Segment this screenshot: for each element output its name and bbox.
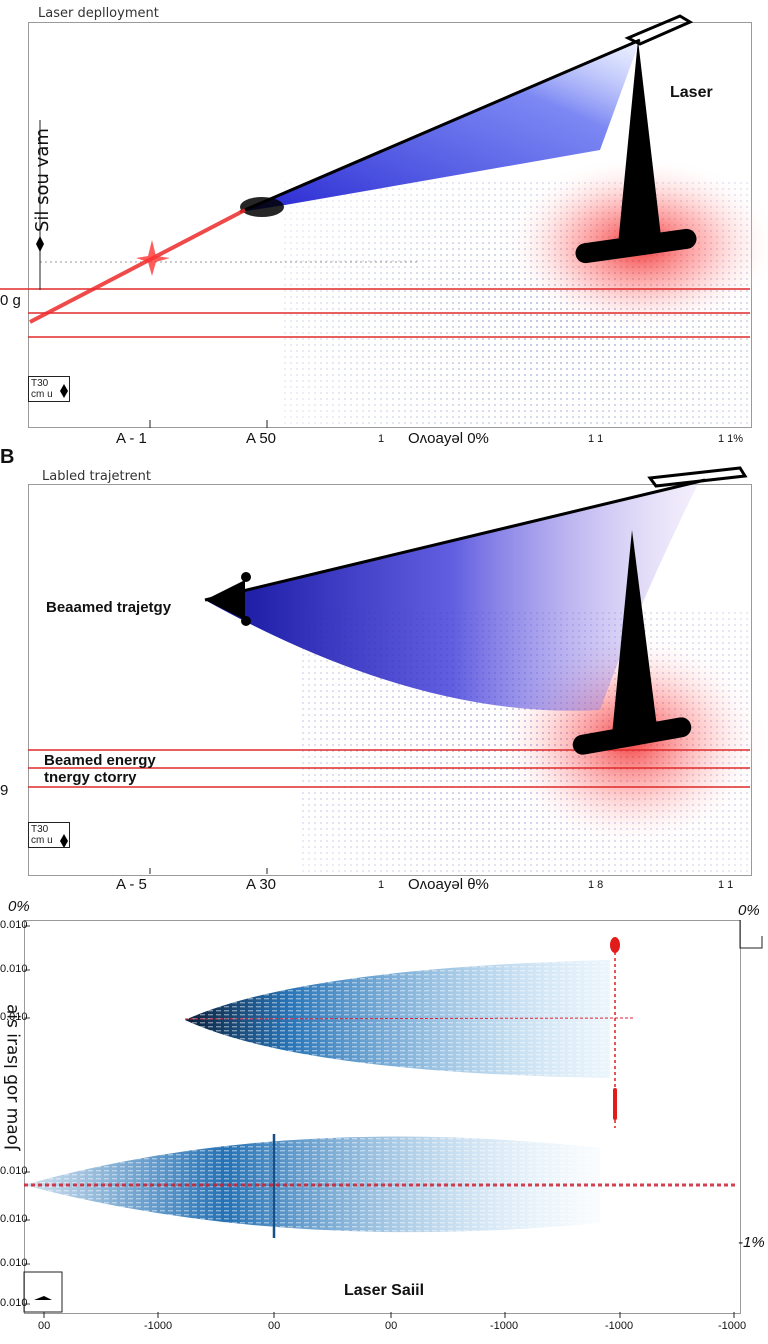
panel-c-xtick-label: -1000 bbox=[605, 1320, 634, 1332]
panel-c-marker-top bbox=[610, 937, 620, 953]
panel-b-title: Labled trajetrent bbox=[42, 469, 151, 484]
panel-a-spark bbox=[136, 240, 170, 276]
panel-b-sail-dot bbox=[241, 616, 251, 626]
panel-a-laser-label: Laser bbox=[670, 84, 713, 101]
panel-c-xtick-label: 00 bbox=[38, 1320, 51, 1332]
panel-a-beam-edge bbox=[239, 38, 641, 214]
panel-a-xtick-label: 1 bbox=[378, 433, 385, 445]
panel-a-title: Laser deplloyment bbox=[38, 6, 159, 21]
panel-c-right-label: -1% bbox=[738, 1234, 765, 1251]
panel-a-xtick-label: A 50 bbox=[246, 430, 277, 447]
panel-b: Labled trajetrent bbox=[0, 460, 768, 893]
panel-c-xtick-label: 00 bbox=[268, 1320, 281, 1332]
panel-b-xtick-label: 1 8 bbox=[588, 879, 604, 891]
panel-c-ytick-label: 0.010 bbox=[0, 1165, 28, 1177]
panel-b-trajectory-label: Beaamed trajetgy bbox=[46, 599, 172, 616]
panel-c-marker-bottom bbox=[613, 1088, 617, 1120]
panel-b-scale-bottom: cm u bbox=[31, 835, 53, 846]
panel-b-xtick-label: 1 bbox=[378, 879, 385, 891]
panel-b-blue-beam bbox=[205, 480, 700, 711]
panel-b-letter: B bbox=[0, 446, 15, 468]
panel-b-laser-tower bbox=[612, 530, 658, 735]
panel-a-xtick-label: 1 1% bbox=[718, 433, 744, 445]
panel-a-laser-head bbox=[624, 14, 694, 46]
panel-c-xtick-label: 00 bbox=[385, 1320, 398, 1332]
panel-b-xtick-label: 1 1 bbox=[718, 879, 734, 891]
panel-b-sail bbox=[205, 580, 245, 620]
panel-a-xtick-label: 1 1 bbox=[588, 433, 604, 445]
panel-b-sail-dot bbox=[241, 572, 251, 582]
panel-b-xtick-label: A - 5 bbox=[116, 876, 147, 893]
panel-b-side-y: 9 bbox=[0, 782, 9, 799]
panel-c: 0% 0% bbox=[0, 898, 768, 1344]
panel-a-laser-base bbox=[575, 228, 697, 264]
panel-c-title: Laser Saiil bbox=[344, 1282, 425, 1299]
panel-c-ytick-label: 0.010 bbox=[0, 1297, 28, 1309]
panel-a-laser-tower bbox=[618, 40, 662, 245]
panel-c-ytick-label: 0.010 bbox=[0, 1257, 28, 1269]
panel-b-energy-label-2: tnergy ctorry bbox=[44, 769, 137, 786]
panel-a-xtick-label: A - 1 bbox=[116, 430, 147, 447]
panel-c-corner-left: 0% bbox=[8, 898, 30, 915]
panel-c-scale-arrow bbox=[34, 1296, 52, 1300]
panel-b-xtick-label: Oʌoayəl θ% bbox=[408, 876, 489, 893]
panel-c-ytick-label: 0.010 bbox=[0, 963, 28, 975]
panel-b-laser-base bbox=[572, 717, 692, 755]
panel-c-ylabel: Joɐɯ ɹoƃ lsɐɹᴉ sᴉɐ bbox=[2, 1004, 22, 1150]
panel-b-scale-box: T30 cm u bbox=[28, 822, 70, 848]
panel-c-ytick-label: 0.010 bbox=[0, 1213, 28, 1225]
panel-c-xtick-label: -1000 bbox=[144, 1320, 173, 1332]
panel-c-xtick-label: -1000 bbox=[718, 1320, 747, 1332]
panel-c-ytick-label: 0.010 bbox=[0, 919, 28, 931]
panel-a-rot-label: Sil sou vam bbox=[32, 128, 53, 232]
panel-a-red-trajectory bbox=[29, 208, 246, 324]
panel-b-scale-marker bbox=[60, 834, 68, 848]
panel-c-corner-right: 0% bbox=[738, 902, 760, 919]
panel-b-plot bbox=[28, 466, 768, 874]
panel-b-laser-head bbox=[647, 466, 748, 488]
panel-b-xtick-label: A 30 bbox=[246, 876, 277, 893]
panel-a-scale-top: T30 bbox=[31, 378, 49, 389]
panel-b-energy-label-1: Beamed energy bbox=[44, 752, 156, 769]
panel-c-xtick-label: -1000 bbox=[490, 1320, 519, 1332]
panel-b-beam-edge bbox=[204, 478, 706, 602]
panel-a-xtick-label: Oʌoayəl 0% bbox=[408, 430, 489, 447]
panel-a: Laser deplloyment bbox=[0, 0, 768, 460]
panel-a-side-y: 0 g bbox=[0, 292, 21, 309]
panel-a-scale-marker bbox=[60, 384, 68, 398]
panel-b-scale-top: T30 bbox=[31, 824, 49, 835]
panel-c-upper-axis bbox=[184, 1017, 636, 1020]
panel-c-ytick-label: 0.010 bbox=[0, 1011, 28, 1023]
panel-a-scale-box: T30 cm u bbox=[28, 376, 70, 402]
panel-c-corner-bracket bbox=[739, 920, 763, 949]
panel-a-sail bbox=[240, 197, 284, 217]
panel-a-scale-bottom: cm u bbox=[31, 389, 53, 400]
panel-a-plot bbox=[0, 14, 768, 428]
panel-a-marker bbox=[36, 236, 44, 252]
panel-c-scale-box bbox=[23, 1271, 63, 1313]
panel-c-plot bbox=[23, 920, 763, 1318]
